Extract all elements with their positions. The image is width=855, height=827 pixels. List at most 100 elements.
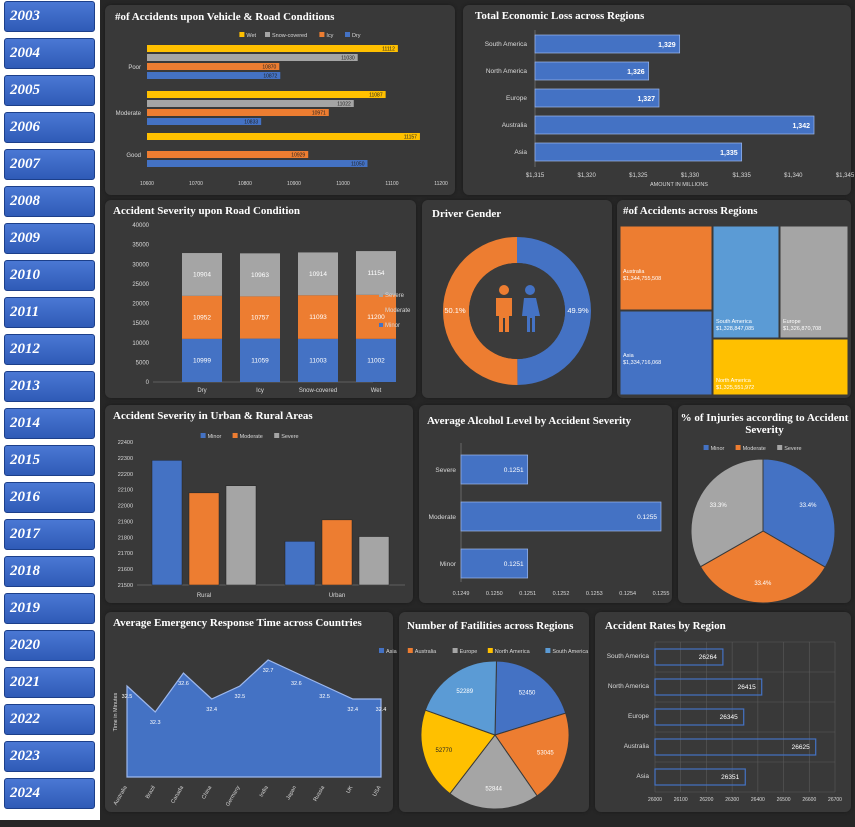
x-tick-label: 26200	[699, 797, 713, 803]
area-value-label: 32.4	[376, 707, 387, 713]
year-button-2024[interactable]: 2024	[4, 778, 95, 809]
response-chart-title: Average Emergency Response Time across C…	[113, 617, 362, 629]
treemap-cell-asia	[619, 310, 713, 396]
stack-minor-icy	[240, 338, 280, 382]
pie-value-label: 33.4%	[799, 503, 817, 509]
x-tick-label: 11100	[385, 181, 398, 187]
treemap-name: Europe	[783, 319, 801, 325]
bar-value-label: 0.1255	[637, 514, 657, 521]
pie-slice-minor	[762, 458, 836, 568]
pie-slice-south-america	[424, 660, 497, 736]
pie-value-label: 52289	[456, 689, 473, 695]
bar-value-label: 11050	[351, 162, 365, 168]
gender-chart: 49.9% 50.1%	[442, 237, 591, 385]
x-tick-label: 26300	[725, 797, 739, 803]
urban-chart-panel: Accident Severity in Urban & Rural Areas…	[105, 405, 413, 603]
year-button-2009[interactable]: 2009	[4, 223, 95, 254]
year-button-2018[interactable]: 2018	[4, 556, 95, 587]
legend-swatch-3	[487, 648, 493, 653]
y-tick-label: 21500	[118, 583, 133, 589]
area-value-label: 32.5	[122, 694, 133, 700]
legend-label: Minor	[208, 434, 222, 440]
bar-value-label: 11112	[382, 47, 395, 53]
y-tick-label: 20000	[132, 302, 149, 308]
legend-label: Moderate	[743, 446, 766, 452]
bar-moderate	[460, 501, 662, 532]
x-tick-label: 26700	[828, 797, 842, 803]
legend-swatch-4	[545, 648, 551, 653]
year-button-2015[interactable]: 2015	[4, 445, 95, 476]
bar-snow-covered-moderate	[147, 100, 354, 107]
year-button-2003[interactable]: 2003	[4, 1, 95, 32]
area-value-label: 32.5	[235, 694, 246, 700]
rates-chart: 26000 26100 26200 26300 26400 26500 26600 26700…	[607, 641, 842, 803]
y-tick-label: 0	[146, 380, 150, 386]
year-button-2013[interactable]: 2013	[4, 371, 95, 402]
treemap-name: Asia	[623, 353, 635, 359]
x-tick-label: 0.1252	[553, 591, 570, 597]
pie-value-label: 53045	[537, 750, 554, 756]
legend-label: Moderate	[240, 434, 263, 440]
year-button-2023[interactable]: 2023	[4, 741, 95, 772]
bar-minor-urban	[284, 541, 316, 586]
bar-wet-poor	[147, 45, 398, 52]
stack-value-label: 11002	[367, 357, 385, 364]
year-button-2020[interactable]: 2020	[4, 630, 95, 661]
legend-swatch-2	[452, 648, 458, 653]
category-label: Rural	[197, 593, 211, 599]
bar-australia	[534, 115, 815, 135]
x-tick-label: $1,320	[577, 173, 596, 179]
loss-chart-panel: Total Economic Loss across Regions $1,31…	[463, 5, 855, 195]
x-tick-label: 26600	[802, 797, 816, 803]
year-button-2014[interactable]: 2014	[4, 408, 95, 439]
year-button-2019[interactable]: 2019	[4, 593, 95, 624]
year-button-2012[interactable]: 2012	[4, 334, 95, 365]
x-tick-label: 26000	[648, 797, 662, 803]
x-tick-label: $1,325	[629, 173, 648, 179]
category-label: North America	[608, 683, 650, 690]
bar-snow-covered-poor	[147, 54, 358, 61]
year-button-2021[interactable]: 2021	[4, 667, 95, 698]
year-button-2010[interactable]: 2010	[4, 260, 95, 291]
area-value-label: 32.3	[150, 720, 161, 726]
bar-value-label: 26345	[720, 714, 738, 721]
stack-value-label: 11154	[367, 270, 384, 277]
category-label: South America	[485, 41, 528, 48]
area-value-label: 32.5	[319, 694, 330, 700]
legend-label: Australia	[415, 649, 437, 655]
year-button-2004[interactable]: 2004	[4, 38, 95, 69]
area-value-label: 32.6	[178, 681, 189, 687]
bar-severe-urban	[358, 536, 390, 586]
pie-slice-severe	[690, 458, 764, 568]
legend-swatch-0	[239, 32, 245, 37]
bar-dry-good	[147, 160, 368, 167]
x-tick-label: 26100	[674, 797, 688, 803]
year-button-2006[interactable]: 2006	[4, 112, 95, 143]
bar-value-label: 1,335	[720, 150, 738, 157]
year-button-2011[interactable]: 2011	[4, 297, 95, 328]
year-button-2008[interactable]: 2008	[4, 186, 95, 217]
bar-minor	[460, 548, 529, 579]
stack-value-label: 11059	[251, 357, 269, 364]
legend-swatch-0	[379, 648, 384, 653]
y-tick-label: 22100	[118, 488, 133, 494]
bar-moderate-urban	[321, 519, 353, 586]
year-button-2022[interactable]: 2022	[4, 704, 95, 735]
x-tick-label: $1,330	[681, 173, 700, 179]
y-tick-label: 21800	[118, 535, 133, 541]
legend-swatch-moderate	[379, 308, 383, 312]
legend-label: Asia	[386, 649, 398, 655]
category-label: Europe	[506, 95, 527, 102]
x-tick-label: 0.1249	[453, 591, 470, 597]
year-button-2005[interactable]: 2005	[4, 75, 95, 106]
category-label: China	[201, 784, 214, 800]
injuries-chart-panel: % of Injuries according to Accident Seve…	[678, 405, 851, 604]
year-button-2016[interactable]: 2016	[4, 482, 95, 513]
pie-value-label: 33.4%	[754, 581, 772, 587]
bar-value-label: 10872	[263, 74, 277, 80]
treemap-cell-australia	[619, 225, 713, 311]
year-button-2017[interactable]: 2017	[4, 519, 95, 550]
legend-label: Snow-covered	[272, 33, 307, 39]
year-slicer: 2003 2004 2005 2006 2007 2008 2009 2010 2011 2012…	[0, 0, 100, 820]
year-button-2007[interactable]: 2007	[4, 149, 95, 180]
